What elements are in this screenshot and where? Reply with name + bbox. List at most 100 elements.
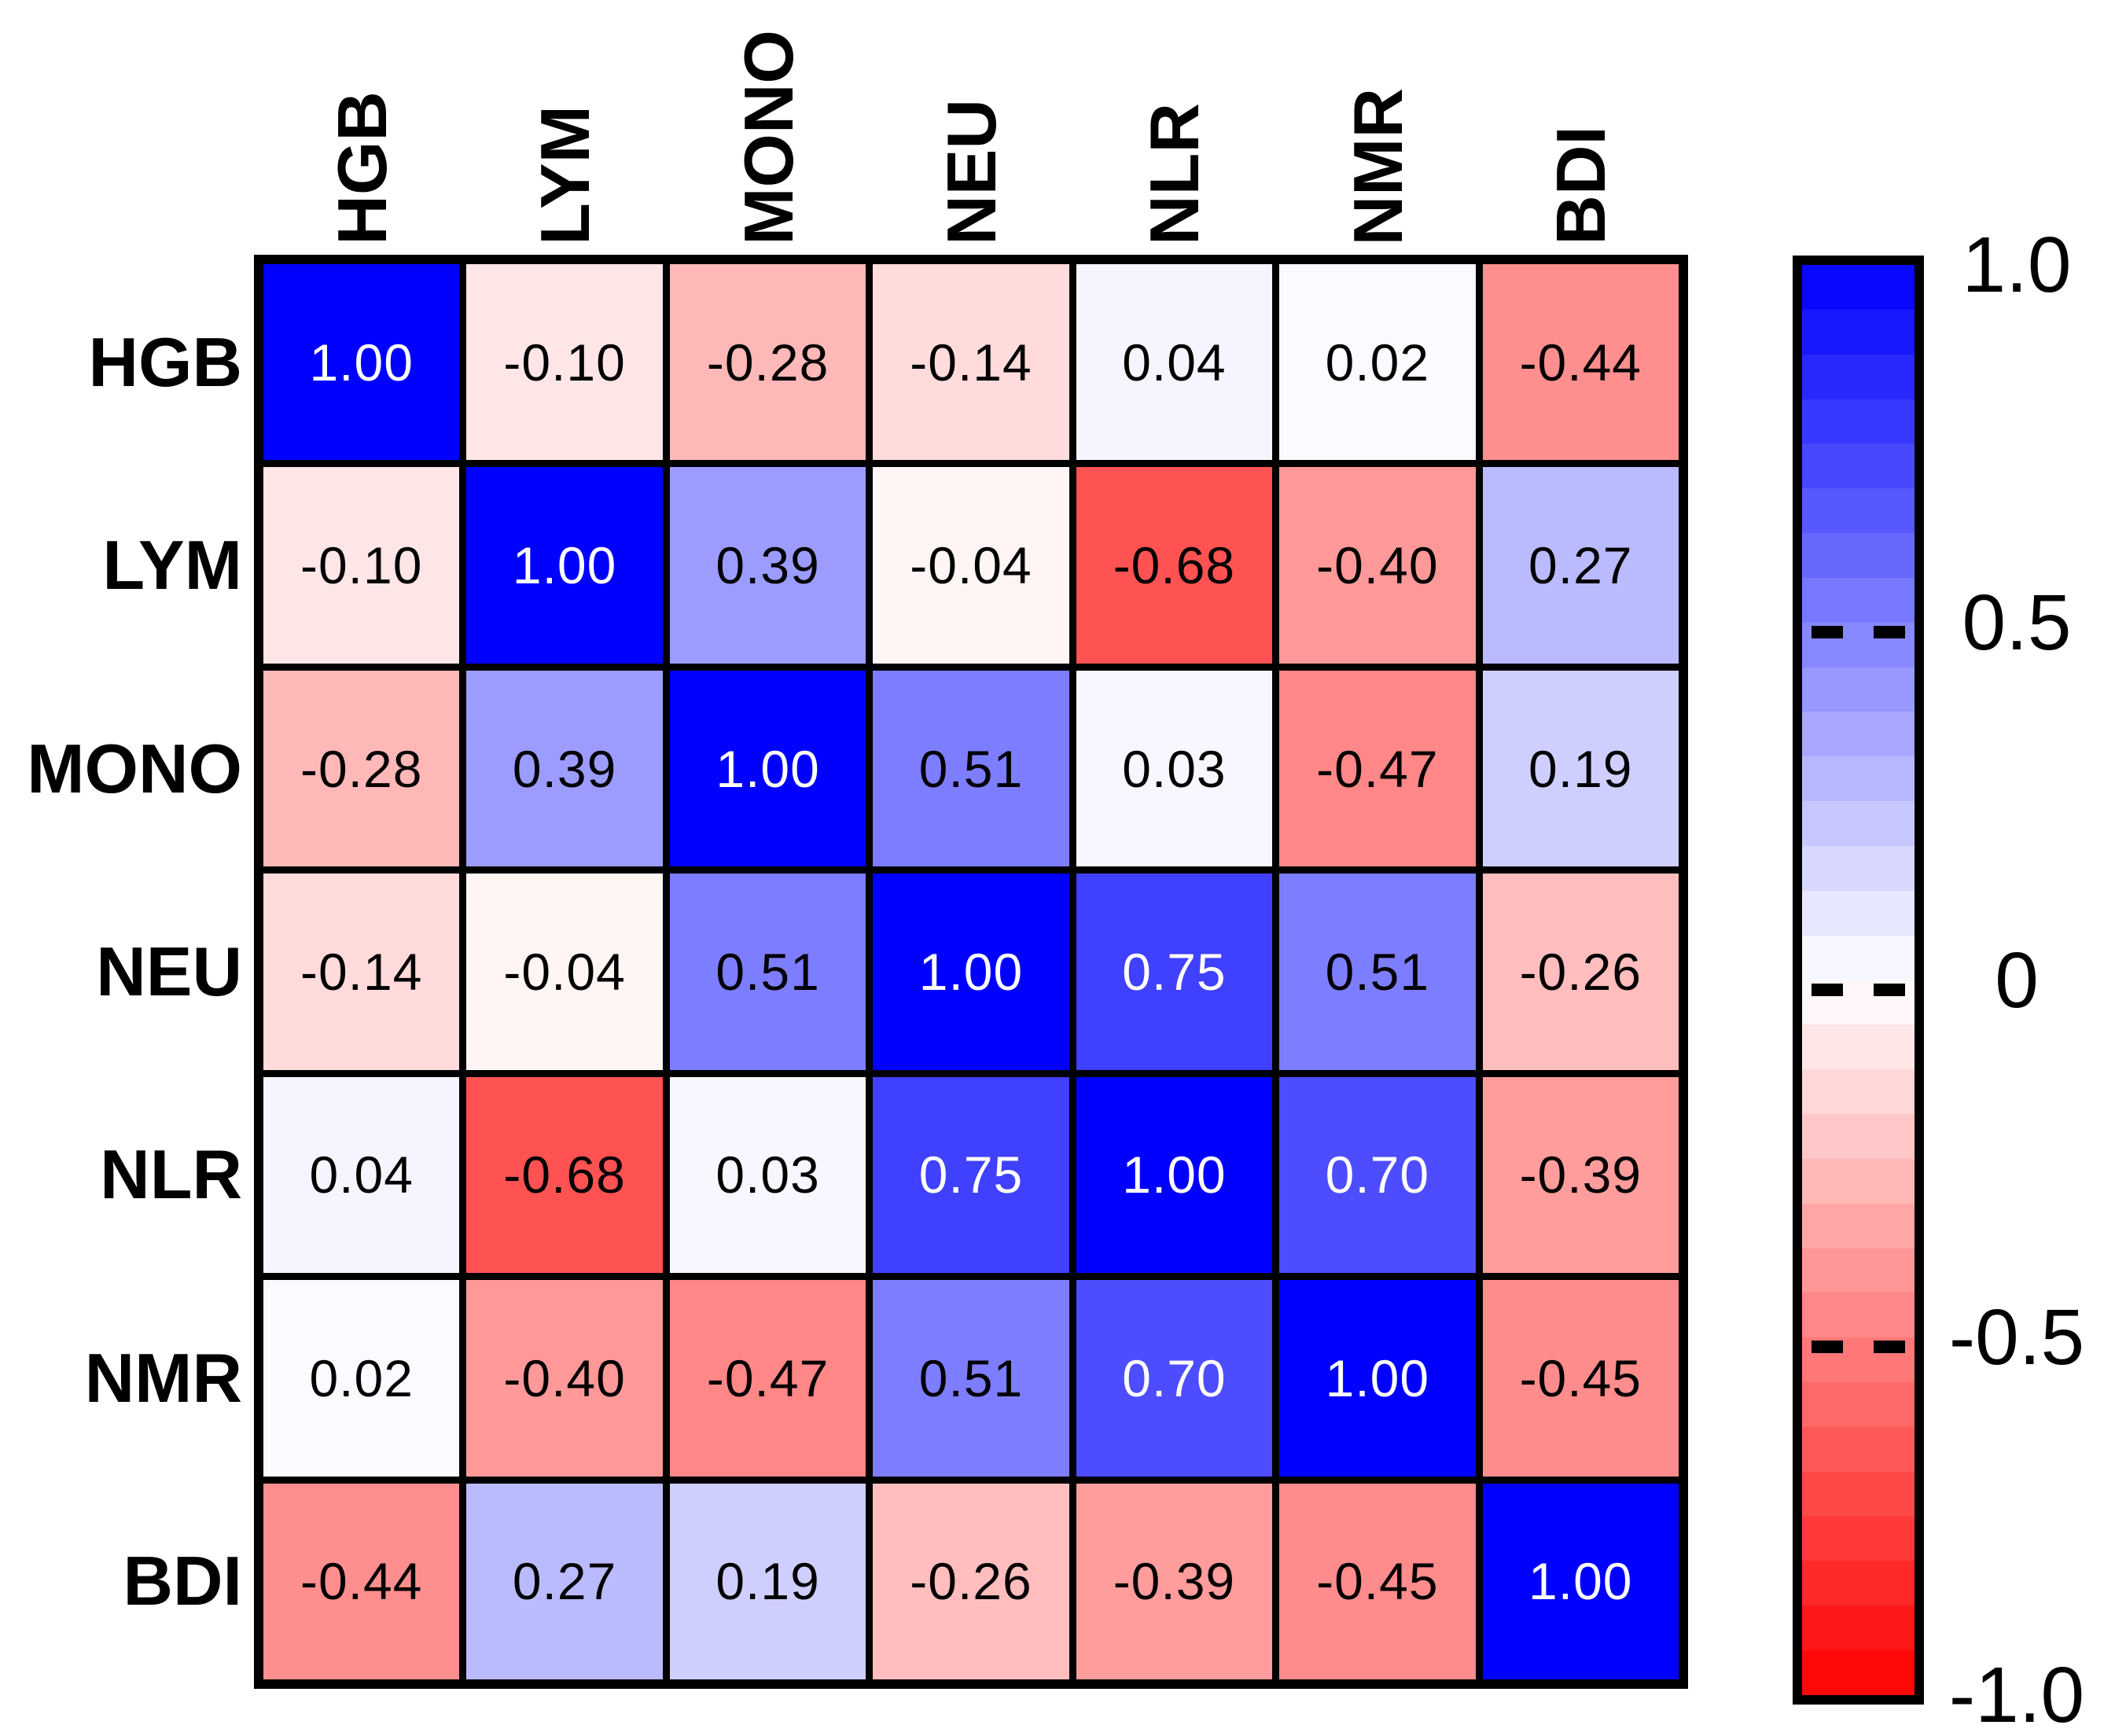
column-label-text: NMR	[1338, 87, 1417, 245]
colorbar-tick-label-0.5: 0.5	[1962, 578, 2072, 667]
matrix-cell-NLR-MONO: 0.03	[669, 1076, 866, 1274]
column-label-BDI: BDI	[1540, 126, 1622, 245]
matrix-cell-LYM-NMR: -0.40	[1279, 467, 1476, 664]
matrix-cell-HGB-NLR: 0.04	[1076, 264, 1273, 461]
colorbar-band	[1802, 309, 1915, 355]
matrix-cell-MONO-LYM: 0.39	[466, 670, 663, 867]
colorbar-band	[1802, 756, 1915, 802]
colorbar-band	[1802, 354, 1915, 399]
colorbar-tick	[1874, 1341, 1905, 1354]
matrix-cell-LYM-NLR: -0.68	[1076, 467, 1273, 664]
colorbar-tick-label-0: 0	[1995, 936, 2039, 1024]
matrix-cell-MONO-NEU: 0.51	[873, 670, 1069, 867]
matrix-cell-NEU-HGB: -0.14	[263, 874, 460, 1070]
matrix-cell-HGB-MONO: -0.28	[669, 264, 866, 461]
matrix-cell-NMR-HGB: 0.02	[263, 1280, 460, 1477]
heatmap-grid: 1.00 -0.10 -0.28 -0.14 0.04 0.02 -0.44 -0.10 1.0…	[254, 255, 1688, 1689]
colorbar-band	[1802, 1158, 1915, 1204]
colorbar-band	[1802, 667, 1915, 712]
colorbar-band	[1802, 1293, 1915, 1338]
row-label-HGB: HGB	[88, 322, 242, 401]
colorbar-tick	[1812, 1341, 1843, 1354]
colorbar-band	[1802, 577, 1915, 623]
row-label-LYM: LYM	[102, 526, 242, 605]
column-label-text: NLR	[1135, 103, 1214, 245]
matrix-cell-HGB-BDI: -0.44	[1482, 264, 1679, 461]
matrix-cell-NLR-NMR: 0.70	[1279, 1076, 1476, 1274]
column-label-LYM: LYM	[524, 105, 606, 245]
colorbar-band	[1802, 890, 1915, 936]
matrix-cell-NLR-LYM: -0.68	[466, 1076, 663, 1274]
matrix-cell-BDI-NEU: -0.26	[873, 1483, 1069, 1679]
row-label-NEU: NEU	[96, 932, 242, 1010]
column-label-text: BDI	[1542, 126, 1620, 245]
colorbar	[1793, 256, 1924, 1705]
matrix-cell-NMR-LYM: -0.40	[466, 1280, 663, 1477]
colorbar-band	[1802, 443, 1915, 489]
colorbar-band	[1802, 1024, 1915, 1070]
column-label-text: MONO	[729, 30, 807, 245]
matrix-cell-LYM-HGB: -0.10	[263, 467, 460, 664]
matrix-cell-HGB-NEU: -0.14	[873, 264, 1069, 461]
colorbar-band	[1802, 1426, 1915, 1472]
colorbar-tick-label--0.5: -0.5	[1948, 1293, 2085, 1382]
colorbar-band	[1802, 712, 1915, 757]
matrix-cell-BDI-MONO: 0.19	[669, 1483, 866, 1679]
colorbar-band	[1802, 1516, 1915, 1561]
matrix-cell-NEU-NLR: 0.75	[1076, 874, 1273, 1070]
column-label-NMR: NMR	[1337, 88, 1419, 245]
colorbar-tick-label--1.0: -1.0	[1948, 1651, 2085, 1736]
matrix-cell-BDI-BDI: 1.00	[1482, 1483, 1679, 1679]
matrix-cell-NLR-BDI: -0.39	[1482, 1076, 1679, 1274]
colorbar-band	[1802, 1114, 1915, 1159]
matrix-cell-NEU-LYM: -0.04	[466, 874, 663, 1070]
matrix-cell-NEU-BDI: -0.26	[1482, 874, 1679, 1070]
colorbar-band	[1802, 265, 1915, 310]
matrix-cell-LYM-BDI: 0.27	[1482, 467, 1679, 664]
matrix-cell-HGB-LYM: -0.10	[466, 264, 663, 461]
matrix-cell-NMR-NLR: 0.70	[1076, 1280, 1273, 1477]
colorbar-tick	[1874, 625, 1905, 638]
row-label-BDI: BDI	[123, 1542, 242, 1620]
matrix-cell-NLR-NEU: 0.75	[873, 1076, 1069, 1274]
colorbar-band	[1802, 1605, 1915, 1651]
matrix-cell-LYM-NEU: -0.04	[873, 467, 1069, 664]
colorbar-band	[1802, 801, 1915, 846]
column-label-NLR: NLR	[1134, 103, 1216, 245]
row-label-MONO: MONO	[27, 729, 242, 807]
colorbar-band	[1802, 935, 1915, 980]
colorbar-tick	[1874, 983, 1905, 996]
matrix-cell-NEU-NMR: 0.51	[1279, 874, 1476, 1070]
colorbar-tick	[1812, 625, 1843, 638]
colorbar-tick-label-1.0: 1.0	[1962, 221, 2072, 309]
colorbar-tick	[1812, 983, 1843, 996]
colorbar-band	[1802, 1069, 1915, 1115]
matrix-cell-MONO-NLR: 0.03	[1076, 670, 1273, 867]
matrix-cell-HGB-NMR: 0.02	[1279, 264, 1476, 461]
column-label-text: LYM	[526, 105, 605, 245]
colorbar-band	[1802, 399, 1915, 444]
matrix-cell-MONO-NMR: -0.47	[1279, 670, 1476, 867]
matrix-cell-NLR-NLR: 1.00	[1076, 1076, 1273, 1274]
matrix-cell-BDI-HGB: -0.44	[263, 1483, 460, 1679]
matrix-cell-BDI-NLR: -0.39	[1076, 1483, 1273, 1679]
matrix-cell-LYM-LYM: 1.00	[466, 467, 663, 664]
colorbar-band	[1802, 533, 1915, 578]
matrix-cell-MONO-HGB: -0.28	[263, 670, 460, 867]
matrix-cell-NMR-MONO: -0.47	[669, 1280, 866, 1477]
matrix-cell-MONO-MONO: 1.00	[669, 670, 866, 867]
matrix-cell-BDI-NMR: -0.45	[1279, 1483, 1476, 1679]
colorbar-band	[1802, 1650, 1915, 1695]
column-label-MONO: MONO	[728, 30, 810, 245]
matrix-cell-NMR-NMR: 1.00	[1279, 1280, 1476, 1477]
colorbar-band	[1802, 1203, 1915, 1249]
colorbar-band	[1802, 845, 1915, 891]
matrix-cell-HGB-HGB: 1.00	[263, 264, 460, 461]
column-label-text: HGB	[322, 91, 401, 245]
colorbar-band	[1802, 1382, 1915, 1427]
column-label-text: NEU	[932, 99, 1010, 245]
matrix-cell-NMR-NEU: 0.51	[873, 1280, 1069, 1477]
colorbar-band	[1802, 488, 1915, 534]
row-label-NLR: NLR	[100, 1135, 242, 1214]
